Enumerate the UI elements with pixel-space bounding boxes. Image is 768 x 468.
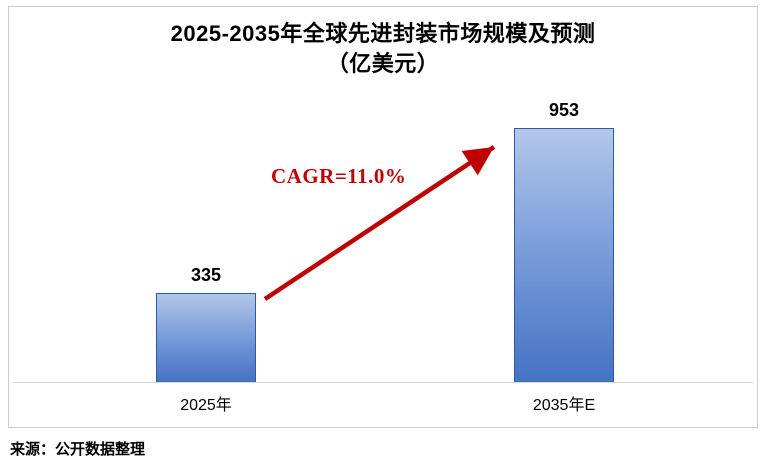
bar-2025 <box>156 293 256 383</box>
chart-frame: 2025-2035年全球先进封装市场规模及预测 （亿美元） CAGR=11.0%… <box>8 6 758 428</box>
x-axis-label-2035: 2035年E <box>532 397 596 414</box>
chart-title: 2025-2035年全球先进封装市场规模及预测 （亿美元） <box>9 19 757 78</box>
bar-column-2025: 335 <box>156 265 256 383</box>
value-label-2025: 335 <box>190 265 222 285</box>
plot-area: 2025-2035年全球先进封装市场规模及预测 （亿美元） CAGR=11.0%… <box>9 7 757 427</box>
chart-title-line2: （亿美元） <box>326 50 440 76</box>
chart-title-line1: 2025-2035年全球先进封装市场规模及预测 <box>170 21 596 46</box>
value-label-2035: 953 <box>548 100 580 120</box>
bar-column-2035: 953 <box>514 100 614 383</box>
bar-2035 <box>514 128 614 383</box>
x-axis-label-2025: 2025年 <box>180 397 232 414</box>
x-axis-line <box>13 382 753 383</box>
source-note: 来源：公开数据整理 <box>10 441 146 458</box>
cagr-annotation: CAGR=11.0% <box>271 164 407 188</box>
